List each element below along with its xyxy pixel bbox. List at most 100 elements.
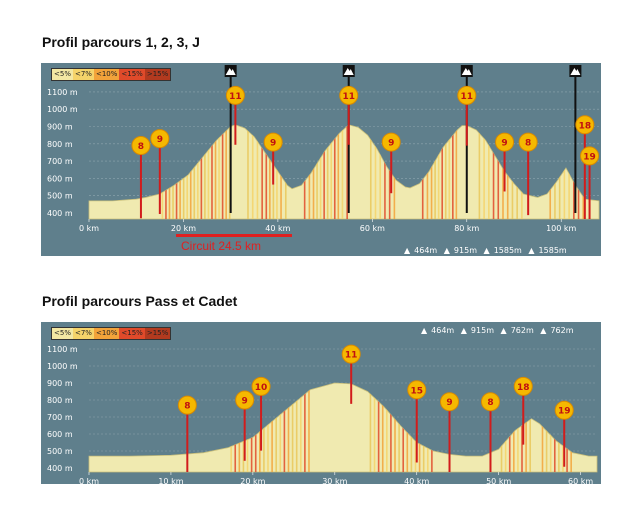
y-tick-label: 1000 m [47, 362, 78, 371]
climb-marker-label: 8 [184, 402, 190, 412]
gradient-stripe [193, 124, 196, 219]
gradient-stripe [346, 124, 348, 219]
climb-marker [131, 136, 151, 156]
gradient-stripe [381, 383, 384, 472]
gradient-stripe [483, 124, 485, 219]
climb-marker-label: 9 [270, 139, 276, 149]
gradient-stripe [279, 383, 282, 472]
gradient-stripe [374, 124, 377, 219]
climb-marker-label: 15 [410, 386, 423, 396]
y-tick-label: 500 m [47, 447, 73, 456]
gradient-stripe [312, 124, 315, 219]
climb-marker [251, 376, 271, 396]
gradient-stripe [517, 383, 519, 472]
climb-marker-label: 11 [342, 92, 355, 102]
climb-marker-label: 11 [229, 92, 242, 102]
gradient-stripe [513, 383, 515, 472]
y-tick-label: 400 m [47, 464, 73, 473]
climb-marker [495, 132, 515, 152]
gradient-stripe [254, 383, 257, 472]
gradient-stripe [261, 124, 263, 219]
gradient-stripe [529, 383, 532, 472]
climb-marker [177, 395, 197, 415]
gradient-stripe [422, 383, 425, 472]
gradient-stripe [323, 124, 325, 219]
legend-item: <7% [72, 69, 94, 80]
y-tick-label: 900 m [47, 379, 73, 388]
gradient-stripe [330, 124, 333, 219]
climb-marker [225, 85, 245, 105]
gradient-stripe [284, 124, 287, 219]
gradient-stripe [369, 383, 372, 472]
climb-marker-label: 8 [138, 142, 144, 152]
climb-marker-label: 9 [388, 139, 394, 149]
stat-value: 915m [453, 246, 477, 255]
gradient-stripe [426, 124, 429, 219]
legend-item: <5% [52, 328, 73, 339]
climb-marker-label: 11 [345, 351, 358, 361]
gradient-stripe [218, 124, 220, 219]
chart-1-svg: 1100 m 1000 m 900 m 800 m 700 m 600 m 500 m 400… [47, 65, 600, 233]
climb-marker [339, 85, 359, 105]
climb-marker-label: 9 [501, 139, 507, 149]
elevation-profile-area [88, 382, 598, 473]
gradient-stripe [179, 124, 181, 219]
gradient-stripe [263, 383, 265, 472]
legend-item: <15% [119, 328, 145, 339]
climb-marker [341, 344, 361, 364]
gradient-stripe [200, 124, 203, 219]
y-tick-label: 1000 m [47, 105, 78, 114]
gradient-stripe [197, 124, 199, 219]
climb-marker [440, 392, 460, 412]
climb-marker [235, 390, 255, 410]
x-tick-label: 50 km [486, 477, 511, 484]
gradient-stripe [319, 124, 322, 219]
gradient-stripe [186, 124, 188, 219]
climb-marker-label: 9 [157, 135, 163, 145]
gradient-stripe [280, 124, 282, 219]
y-tick-label: 700 m [47, 157, 73, 166]
climb-marker [150, 129, 170, 149]
x-tick-label: 40 km [404, 477, 429, 484]
climb-marker [381, 132, 401, 152]
climb-marker [263, 132, 283, 152]
gradient-stripe [504, 383, 507, 472]
legend-item: <10% [93, 69, 120, 80]
y-tick-label: 700 m [47, 413, 73, 422]
x-tick-label: 80 km [454, 224, 479, 233]
climb-marker [480, 392, 500, 412]
gradient-stripe [373, 383, 376, 472]
gradient-stripe [326, 124, 329, 219]
gradient-legend: <5% <7% <10% <15% >15% [51, 327, 172, 340]
gradient-stripe [165, 124, 167, 219]
gradient-stripe [299, 383, 302, 472]
gradient-stripe [377, 383, 380, 472]
gradient-stripe [182, 124, 185, 219]
gradient-stripe [448, 124, 451, 219]
y-tick-label: 900 m [47, 123, 73, 132]
gradient-stripe [541, 383, 544, 472]
gradient-stripe [175, 124, 178, 219]
gradient-stripe [269, 124, 271, 219]
chart-2-panel: 1100 m 1000 m 900 m 800 m 700 m 600 m 500 m 400… [41, 322, 601, 484]
y-tick-label: 1100 m [47, 345, 78, 354]
climb-marker [554, 400, 574, 420]
gradient-stripe [434, 124, 436, 219]
gradient-stripe [502, 124, 504, 219]
gradient-stripe [521, 383, 523, 472]
mountain-icon: ▲ [483, 246, 490, 255]
legend-item: <7% [72, 328, 94, 339]
mountain-summit-icon [225, 68, 236, 75]
gradient-stripe [207, 124, 210, 219]
climb-marker [518, 132, 538, 152]
climb-marker-label: 9 [446, 398, 452, 408]
gradient-stripe [521, 124, 523, 219]
gradient-stripe [388, 124, 391, 219]
gradient-stripe [379, 124, 382, 219]
legend-item: >15% [144, 69, 171, 80]
mountain-summit-icon [570, 68, 581, 75]
x-tick-label: 20 km [171, 224, 196, 233]
x-tick-label: 100 km [546, 224, 576, 233]
gradient-stripe [563, 124, 566, 219]
circuit-label: Circuit 24.5 km [181, 239, 262, 253]
